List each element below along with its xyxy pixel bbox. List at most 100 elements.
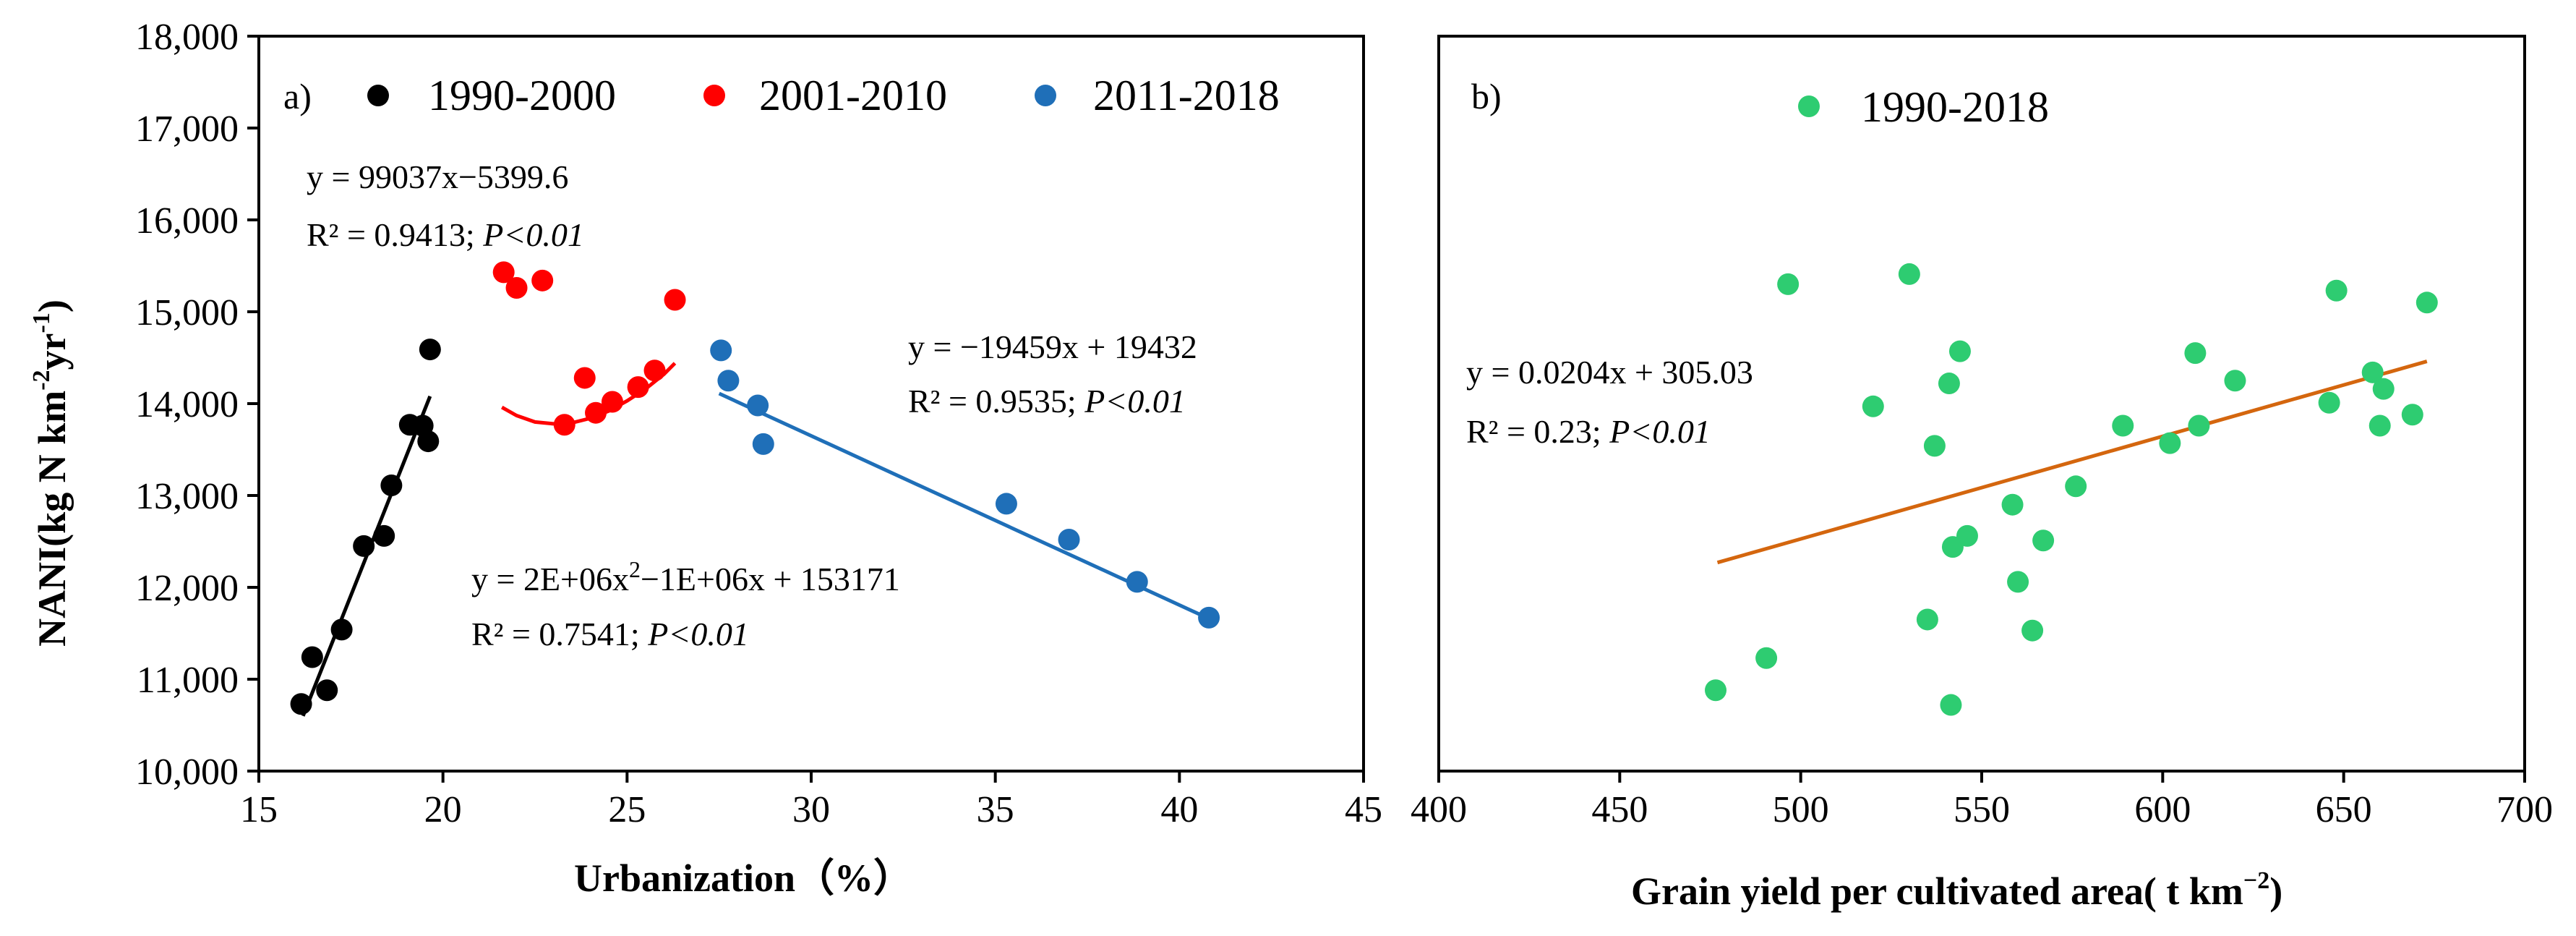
point-1990-2000 xyxy=(419,339,441,361)
r2-1990-2018-value: R² = 0.23; xyxy=(1466,413,1601,450)
equation-2011-2018: y = −19459x + 19432 xyxy=(908,328,1197,365)
point-1990-2018 xyxy=(2032,529,2055,552)
point-1990-2018 xyxy=(2325,279,2348,302)
x-title-b-sup: −2 xyxy=(2243,867,2269,894)
x-tick-label: 35 xyxy=(977,789,1014,830)
panel-a-y-axis-title: NANI(kg N km-2yr-1) xyxy=(28,299,74,647)
panel-b-plot-frame xyxy=(1437,35,2526,773)
legend-label-2011-2018: 2011-2018 xyxy=(1093,72,1280,119)
p-1990-2018: P<0.01 xyxy=(1609,413,1711,450)
point-1990-2018 xyxy=(2318,391,2340,414)
point-2011-2018 xyxy=(747,394,769,417)
point-1990-2018 xyxy=(1916,608,1938,631)
point-1990-2000 xyxy=(330,618,353,641)
point-1990-2018 xyxy=(2415,292,2438,314)
point-1990-2018 xyxy=(1898,263,1920,285)
point-1990-2000 xyxy=(373,524,395,547)
r2-1990-2018: R² = 0.23; P<0.01 xyxy=(1466,413,1711,450)
point-1990-2018 xyxy=(2159,432,2181,454)
y-title-part3: ) xyxy=(30,299,74,312)
point-1990-2018 xyxy=(2188,414,2210,437)
r2-1990-2000: R² = 0.9413; P<0.01 xyxy=(307,216,584,253)
panel-a-y-ticks: 10,000 11,000 12,000 13,000 14,000 15,000 16,0… xyxy=(135,17,259,793)
point-2011-2018 xyxy=(995,493,1017,515)
y-title-part2: yr xyxy=(30,333,74,370)
r2-2011-2018-value: R² = 0.9535; xyxy=(908,383,1077,420)
legend-marker-1990-2000 xyxy=(367,85,389,106)
panel-a-points xyxy=(290,261,1220,715)
panel-a-legend: 1990-2000 2001-2010 2011-2018 xyxy=(367,72,1280,119)
panel-a-plot-frame xyxy=(257,35,1365,773)
panel-b-x-axis-title: Grain yield per cultivated area( t km−2) xyxy=(1631,867,2282,913)
point-2011-2018 xyxy=(1198,606,1220,629)
point-2011-2018 xyxy=(710,339,732,362)
y-tick-label: 17,000 xyxy=(135,109,239,150)
point-1990-2018 xyxy=(1755,647,1778,669)
point-1990-2018 xyxy=(2112,414,2134,437)
point-1990-2000 xyxy=(290,693,312,715)
legend-marker-2011-2018 xyxy=(1035,85,1056,106)
y-title-sup1: -2 xyxy=(28,370,55,390)
y-tick-label: 13,000 xyxy=(135,476,239,517)
r2-2011-2018: R² = 0.9535; P<0.01 xyxy=(908,383,1186,420)
r2-2001-2010-value: R² = 0.7541; xyxy=(471,616,640,652)
y-tick-label: 10,000 xyxy=(135,752,239,793)
equation-2001-2010: y = 2E+06x2−1E+06x + 153171 xyxy=(471,556,900,597)
x-title-b-part2: ) xyxy=(2269,869,2282,913)
x-tick-label: 500 xyxy=(1773,789,1829,830)
point-1990-2018 xyxy=(2401,404,2423,426)
point-1990-2018 xyxy=(2361,361,2384,383)
point-1990-2018 xyxy=(1923,435,1946,457)
x-tick-label: 15 xyxy=(240,789,278,830)
point-2011-2018 xyxy=(1058,528,1080,550)
point-1990-2018 xyxy=(2224,370,2246,392)
y-title-part1: NANI(kg N km xyxy=(30,391,74,647)
point-1990-2018 xyxy=(2007,571,2029,593)
point-1990-2018 xyxy=(1705,679,1727,702)
panel-a: 15 20 25 30 35 40 45 10,00011,00012,00013,0001… xyxy=(28,17,1382,900)
equation-2001-2010-sup: 2 xyxy=(629,556,641,582)
legend-label-1990-2018: 1990-2018 xyxy=(1861,83,2049,131)
point-2001-2010 xyxy=(643,359,666,382)
legend-marker-1990-2018 xyxy=(1798,95,1820,117)
x-title-b-part1: Grain yield per cultivated area( t km xyxy=(1631,869,2243,913)
point-2011-2018 xyxy=(717,370,740,392)
x-tick-label: 45 xyxy=(1345,789,1382,830)
x-tick-label: 550 xyxy=(1954,789,2010,830)
point-1990-2018 xyxy=(1948,340,1971,362)
y-tick-label: 16,000 xyxy=(135,200,239,242)
point-2001-2010 xyxy=(585,401,607,424)
legend-marker-2001-2010 xyxy=(703,85,725,106)
point-2011-2018 xyxy=(1126,571,1148,593)
r2-1990-2000-value: R² = 0.9413; xyxy=(307,216,475,253)
y-tick-label: 11,000 xyxy=(137,660,239,701)
panel-b-x-ticks: 400 450 500 550 600 650 700 xyxy=(1411,771,2553,830)
p-2001-2010: P<0.01 xyxy=(647,616,749,652)
point-1990-2018 xyxy=(2065,475,2087,498)
panel-b-label: b) xyxy=(1471,76,1502,116)
fit-line-1990-2018 xyxy=(1716,359,2428,565)
equation-2001-2010-tail: −1E+06x + 153171 xyxy=(641,561,900,597)
point-2001-2010 xyxy=(664,289,686,311)
point-2001-2010 xyxy=(573,367,596,389)
point-1990-2018 xyxy=(1862,395,1884,417)
point-2001-2010 xyxy=(553,414,575,436)
x-tick-label: 20 xyxy=(424,789,462,830)
point-1990-2018 xyxy=(2184,342,2207,365)
point-1990-2000 xyxy=(353,535,375,557)
legend-label-1990-2000: 1990-2000 xyxy=(428,72,616,119)
point-1990-2018 xyxy=(2001,493,2024,516)
x-tick-label: 650 xyxy=(2316,789,2372,830)
x-tick-label: 450 xyxy=(1591,789,1648,830)
x-tick-label: 400 xyxy=(1411,789,1467,830)
point-2001-2010 xyxy=(492,261,515,284)
r2-2001-2010: R² = 0.7541; P<0.01 xyxy=(471,616,749,652)
point-1990-2000 xyxy=(301,646,323,668)
point-1990-2000 xyxy=(417,430,440,453)
point-1990-2018 xyxy=(1940,694,1962,716)
point-1990-2018 xyxy=(1777,273,1800,295)
p-2011-2018: P<0.01 xyxy=(1084,383,1186,420)
point-1990-2000 xyxy=(380,475,403,497)
